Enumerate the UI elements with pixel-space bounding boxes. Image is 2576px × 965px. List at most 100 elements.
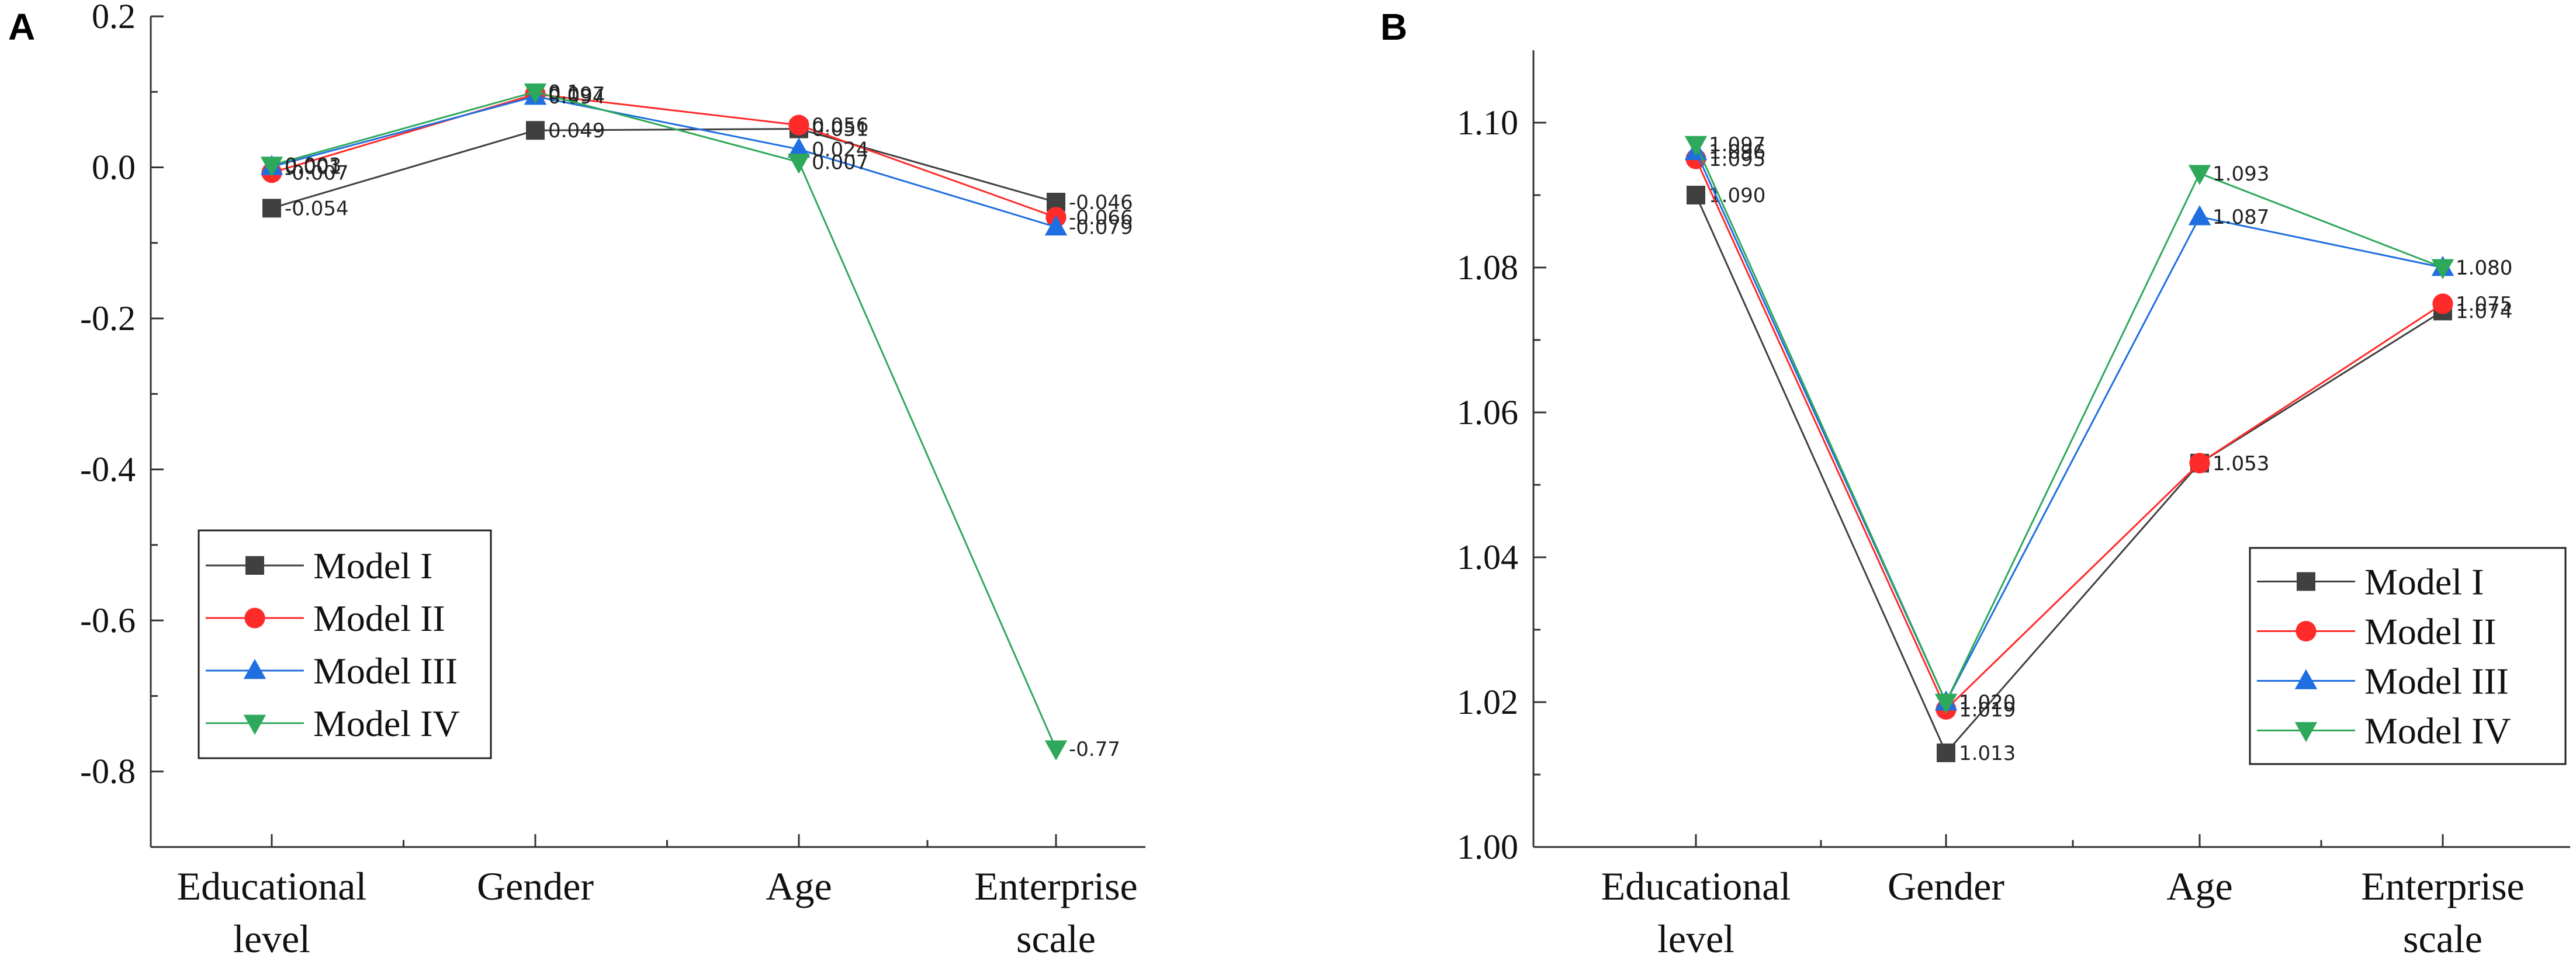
data-point	[2188, 205, 2211, 225]
data-point	[1934, 693, 1958, 714]
legend-label: Model IV	[313, 703, 460, 744]
series-line	[271, 128, 1057, 209]
legend-marker	[244, 608, 265, 629]
x-tick-label: level	[1657, 917, 1734, 961]
legend-label: Model III	[313, 650, 458, 692]
x-tick-label: scale	[2403, 917, 2482, 961]
y-tick-label: 1.02	[1457, 683, 1518, 721]
data-label: 0.003	[285, 154, 341, 178]
data-label: 1.095	[1709, 148, 1765, 171]
legend-marker	[2297, 572, 2315, 591]
data-point	[788, 114, 809, 136]
data-label: -0.007	[285, 162, 349, 185]
x-tick-label: Age	[2166, 864, 2232, 908]
data-point	[1044, 740, 1068, 761]
data-label: 0.049	[548, 119, 605, 143]
data-label: 1.097	[1709, 133, 1765, 157]
data-label: 1.087	[2213, 206, 2269, 229]
y-tick-label: -0.2	[80, 299, 136, 338]
data-point	[1044, 215, 1068, 236]
series-line	[271, 95, 1057, 228]
x-tick-label: level	[233, 917, 310, 961]
data-label: 1.075	[2456, 293, 2512, 316]
data-point	[2432, 293, 2453, 314]
data-label: -0.046	[1069, 191, 1133, 214]
data-label: 0.051	[812, 118, 868, 141]
data-point	[2189, 453, 2210, 474]
y-tick-label: -0.8	[80, 752, 136, 791]
data-label: 1.096	[1709, 141, 1765, 164]
data-point	[524, 83, 547, 104]
data-label: 0.1	[548, 81, 580, 104]
series-model-i: -0.054 0.049 0.051 -0.046	[262, 118, 1133, 220]
y-tick-label: 0.0	[92, 148, 136, 187]
data-point	[260, 157, 283, 177]
chart-panel-a: 0.2 0.0 -0.2 -0.4 -0.6 -0.8 Educational level Ge…	[80, 0, 1145, 961]
series-line	[1695, 144, 2443, 704]
data-label: 1.013	[1959, 742, 2016, 765]
data-label: 1.080	[2456, 256, 2512, 280]
legend-marker	[2294, 722, 2318, 742]
legend-marker	[2295, 620, 2317, 642]
x-tick-label: Enterprise	[974, 864, 1137, 908]
data-label: 0.056	[812, 114, 868, 137]
data-label: 1.080	[2456, 256, 2512, 280]
x-tick-label: Enterprise	[2361, 864, 2524, 908]
data-label: -0.066	[1069, 206, 1133, 230]
chart-panel-b: 1.10 1.08 1.06 1.04 1.02 1.00 Educational level…	[1457, 50, 2570, 961]
legend-label: Model II	[2364, 611, 2497, 652]
y-tick-label: 0.2	[92, 0, 136, 36]
legend-marker	[243, 659, 266, 679]
data-point	[2188, 165, 2211, 185]
series-line	[1695, 158, 2443, 711]
data-label: 1.053	[2213, 452, 2269, 475]
data-label: 1.074	[2456, 300, 2512, 323]
y-tick-label: 1.00	[1457, 828, 1518, 866]
data-label: 1.053	[2213, 452, 2269, 475]
legend-marker	[243, 714, 266, 735]
y-tick-label: 1.06	[1457, 393, 1518, 432]
x-tick-label: Educational	[177, 864, 367, 908]
legend-label: Model IV	[2364, 710, 2511, 752]
series-line	[1695, 151, 2443, 704]
legend-label: Model III	[2364, 661, 2509, 702]
x-tick-label: Gender	[1888, 864, 2004, 908]
data-point	[787, 154, 811, 174]
data-label: 0.007	[812, 151, 868, 174]
data-point	[1687, 186, 1705, 204]
series-line	[271, 93, 1057, 218]
y-tick-label: -0.4	[80, 450, 136, 489]
x-tick-label: scale	[1016, 917, 1096, 961]
data-label: 1.020	[1959, 691, 2016, 714]
series-model-iii: 1.096 1.020 1.087 1.080	[1684, 140, 2512, 714]
series-model-iv: 1.097 1.020 1.093 1.080	[1684, 133, 2512, 714]
data-label: 1.019	[1959, 698, 2016, 721]
legend: Model I Model II Model III Model IV	[2249, 547, 2567, 765]
x-tick-label: Educational	[1601, 864, 1791, 908]
legend: Model I Model II Model III Model IV	[198, 529, 492, 759]
data-point	[1684, 136, 1708, 157]
data-point	[1937, 743, 1955, 762]
panel-label-a: A	[8, 6, 35, 48]
panel-label-b: B	[1380, 6, 1407, 48]
data-point	[262, 199, 281, 218]
legend-label: Model I	[2364, 561, 2484, 603]
legend-label: Model II	[313, 598, 445, 639]
legend-label: Model I	[313, 545, 432, 586]
legend-marker	[2294, 669, 2318, 689]
data-label: -0.079	[1069, 216, 1133, 239]
data-point	[526, 121, 545, 140]
data-label: 1.093	[2213, 162, 2269, 186]
y-tick-label: -0.6	[80, 601, 136, 640]
data-point	[787, 137, 811, 158]
series-line	[271, 91, 1057, 749]
data-label: 1.020	[1959, 691, 2016, 714]
x-tick-label: Age	[766, 864, 832, 908]
legend-marker	[245, 556, 264, 575]
data-label: -0.77	[1069, 738, 1120, 761]
data-label: 0.024	[812, 138, 868, 162]
series-model-iv: 0.003 0.1 0.007 -0.77	[260, 81, 1120, 761]
